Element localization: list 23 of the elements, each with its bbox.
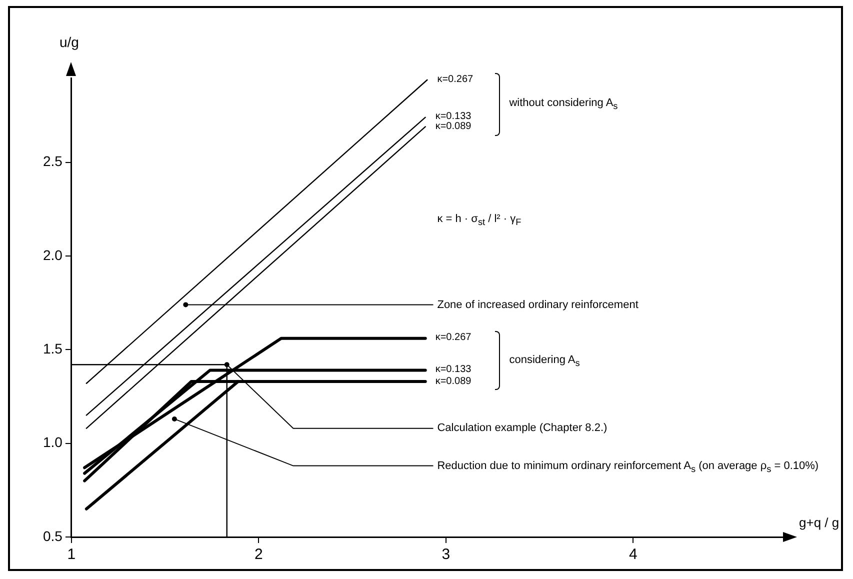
series-label: κ=0.089 — [435, 120, 472, 132]
y-tick-label: 2.5 — [42, 153, 63, 170]
x-axis-title: g+q / g — [799, 515, 840, 530]
y-tick-label: 0.5 — [42, 528, 63, 544]
annotation: κ = h · σ$_{st}$ / l² · γ$_{F}$ — [437, 212, 522, 228]
y-axis-title: u/g — [59, 34, 79, 50]
series-label: κ=0.133 — [435, 111, 472, 122]
x-tick-label: 1 — [67, 546, 76, 564]
series-label: κ=0.133 — [435, 364, 472, 376]
annotation: without considering A$_{s}$ — [509, 97, 618, 112]
legend-label: κ=0.267 — [435, 332, 472, 344]
x-tick-label: 4 — [629, 546, 638, 564]
x-tick-label: 2 — [254, 546, 263, 564]
annotation: Zone of increased ordinary reinforcement — [437, 298, 638, 311]
annotation: Reduction due to minimum ordinary reinforcement A$_{s}$ (on average ρ$_{s}$ = 0.10%) — [437, 460, 819, 475]
x-tick-label: 3 — [442, 546, 450, 564]
annotation: Calculation example (Chapter 8.2.) — [437, 422, 608, 434]
y-tick-label: 1.0 — [42, 434, 63, 450]
y-tick-label: 1.5 — [42, 340, 63, 357]
legend-label: κ=0.267 — [437, 74, 474, 85]
annotation: considering A$_{s}$ — [509, 354, 580, 370]
y-tick-label: 2.0 — [42, 246, 63, 263]
series-label: κ=0.089 — [435, 376, 472, 386]
